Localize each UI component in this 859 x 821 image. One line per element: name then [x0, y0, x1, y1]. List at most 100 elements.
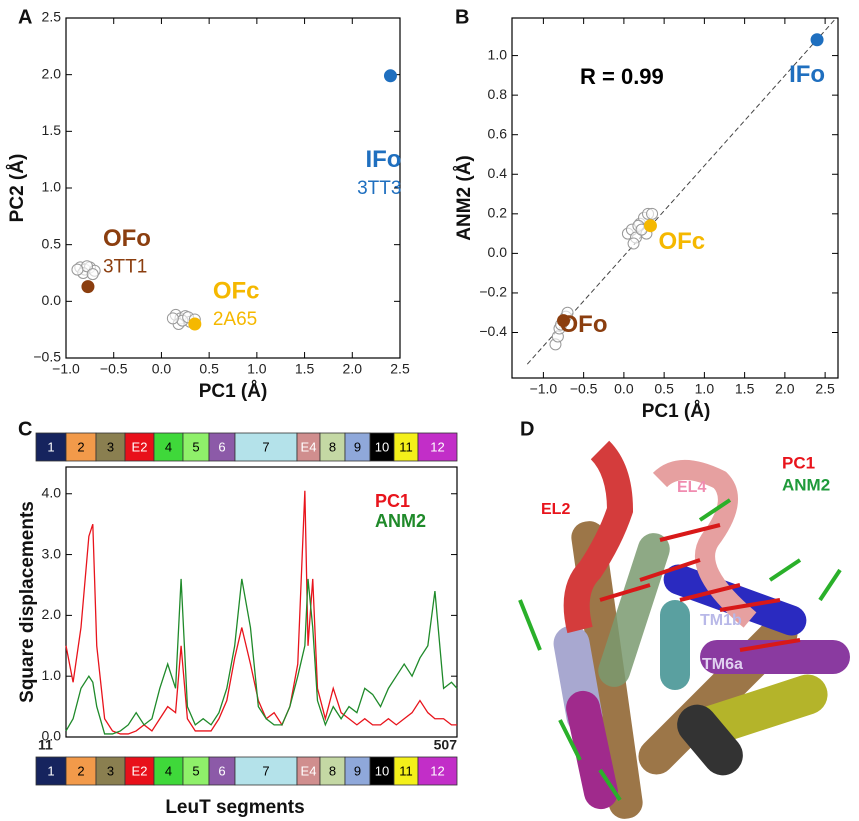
point-label: 3TT3: [357, 178, 401, 199]
y-tick-label: 0.4: [488, 165, 508, 181]
structure-label: TM6a: [702, 656, 743, 673]
highlight-point: [82, 281, 94, 293]
x-tick-label: −0.5: [100, 361, 128, 377]
annotation: R = 0.99: [580, 64, 664, 89]
point-name: OFc: [213, 277, 260, 304]
segment-label: 7: [262, 439, 269, 454]
x-axis-label: PC1 (Å): [642, 401, 711, 422]
segment-label: 10: [375, 763, 389, 778]
point: [72, 264, 83, 275]
point: [628, 238, 639, 249]
segment-label: 12: [430, 439, 444, 454]
line: [66, 579, 457, 734]
y-axis-label: Square displacements: [17, 501, 38, 703]
panel-letter: D: [520, 418, 534, 440]
segment-label: 2: [77, 763, 84, 778]
x-tick-label: 2.5: [390, 361, 410, 377]
segment-label: 1: [47, 439, 54, 454]
highlight-point: [811, 34, 823, 46]
segment-label: 12: [430, 763, 444, 778]
segment-label: 4: [165, 763, 172, 778]
segment-label: 5: [192, 763, 199, 778]
y-tick-label: 1.5: [42, 122, 62, 138]
y-tick-label: 0.6: [488, 125, 508, 141]
page: {"chart_data": [ {"type": "scatter", "pa…: [0, 0, 859, 821]
x-tick-label: 1.0: [695, 381, 715, 397]
y-tick-label: 1.0: [42, 179, 62, 195]
y-tick-label: 0.2: [488, 205, 508, 221]
plot-frame: [66, 18, 400, 358]
segment-label: E4: [301, 763, 317, 778]
panel-letter: A: [18, 6, 32, 28]
y-tick-label: 0.0: [488, 244, 508, 260]
y-tick-label: −0.4: [479, 323, 507, 339]
segment-label: 10: [375, 439, 389, 454]
x-axis-label: PC1 (Å): [199, 381, 268, 402]
point-name: IFo: [789, 61, 825, 88]
x-tick-label: 0.5: [654, 381, 674, 397]
legend-entry: ANM2: [782, 475, 830, 494]
y-tick-label: 2.5: [42, 9, 62, 25]
segment-label: 2: [77, 439, 84, 454]
y-tick-label: 0.0: [42, 292, 62, 308]
y-tick-label: −0.5: [33, 349, 61, 365]
y-axis-label: PC2 (Å): [7, 154, 28, 223]
legend-entry: ANM2: [375, 511, 426, 531]
structure-label: EL2: [541, 501, 570, 518]
x-tick-label: 507: [434, 737, 458, 753]
segment-label: 9: [354, 763, 361, 778]
segment-label: 8: [329, 439, 336, 454]
x-tick-label: 0.5: [199, 361, 219, 377]
segment-label: 7: [262, 763, 269, 778]
y-tick-label: 3.0: [42, 545, 62, 561]
y-tick-label: 1.0: [488, 46, 508, 62]
x-tick-label: 2.5: [815, 381, 835, 397]
point-name: OFo: [560, 311, 608, 338]
segment-label: 11: [399, 439, 413, 454]
point-name: IFo: [365, 146, 401, 173]
point: [87, 269, 98, 280]
highlight-point: [189, 318, 201, 330]
segment-label: 6: [218, 439, 225, 454]
segment-label: 9: [354, 439, 361, 454]
x-axis-label: LeuT segments: [165, 797, 304, 818]
legend-entry: PC1: [375, 491, 410, 511]
x-tick-label: −1.0: [530, 381, 558, 397]
segment-label: 3: [107, 439, 114, 454]
highlight-point: [384, 70, 396, 82]
panel-letter: C: [18, 418, 32, 440]
point-label: 2A65: [213, 309, 257, 330]
segment-label: E2: [132, 763, 148, 778]
segment-label: 8: [329, 763, 336, 778]
panel-letter: B: [455, 6, 469, 28]
point: [167, 313, 178, 324]
x-tick-label: 1.0: [247, 361, 267, 377]
segment-label: 6: [218, 763, 225, 778]
segment-label: 4: [165, 439, 172, 454]
x-tick-label: −0.5: [570, 381, 598, 397]
point-name: OFo: [103, 225, 151, 252]
segment-label: 5: [192, 439, 199, 454]
y-tick-label: 2.0: [42, 65, 62, 81]
y-tick-label: 1.0: [42, 667, 62, 683]
x-tick-label: 1.5: [295, 361, 315, 377]
y-tick-label: 0.0: [42, 728, 62, 744]
structure-label: EL4: [677, 479, 706, 496]
y-tick-label: 0.8: [488, 86, 508, 102]
figure: A PC1 (Å) PC2 (Å) −1.0 −0.5 0.0 0.5 1.0 1.5 2.0 2.…: [0, 0, 859, 821]
point: [647, 208, 658, 219]
highlight-point: [644, 220, 656, 232]
y-axis-label: ANM2 (Å): [454, 155, 475, 241]
structure-label: TM1b: [700, 612, 742, 629]
x-tick-label: 2.0: [343, 361, 363, 377]
y-tick-label: 2.0: [42, 606, 62, 622]
x-tick-label: 1.5: [735, 381, 755, 397]
x-tick-label: 2.0: [775, 381, 795, 397]
legend-entry: PC1: [782, 453, 815, 472]
point-name: OFc: [658, 228, 705, 255]
segment-label: E4: [301, 439, 317, 454]
y-tick-label: −0.2: [479, 284, 507, 300]
segment-label: E2: [132, 439, 148, 454]
segment-label: 1: [47, 763, 54, 778]
segment-label: 11: [399, 763, 413, 778]
